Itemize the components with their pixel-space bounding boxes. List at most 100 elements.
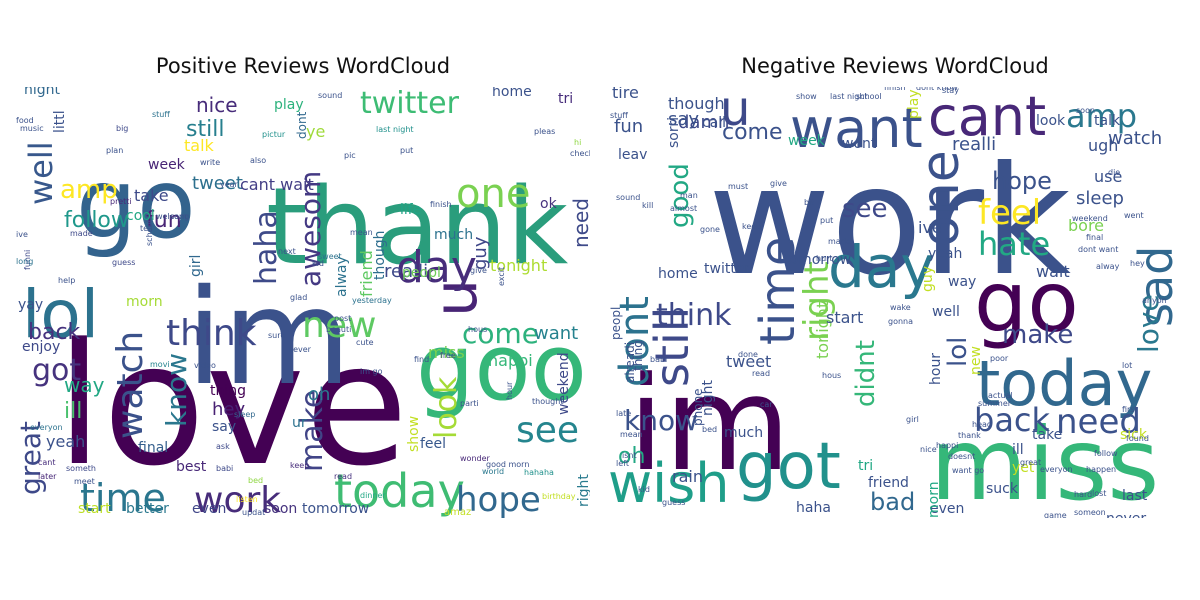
word-awesom: awesom xyxy=(294,171,327,287)
word-wake: wake xyxy=(890,303,911,312)
word-much: much xyxy=(434,227,473,243)
word-play: play xyxy=(906,89,922,119)
word-sorri: sorri xyxy=(666,117,682,148)
word-im-go: im go xyxy=(360,367,383,376)
word-alway: alway xyxy=(334,256,350,297)
word-go: go xyxy=(76,148,196,260)
word-game: game xyxy=(1044,511,1067,518)
word-ask: ask xyxy=(216,442,230,451)
word-found: found xyxy=(1126,434,1149,443)
word-everyon: everyon xyxy=(30,423,63,432)
word-cute: cute xyxy=(356,338,374,347)
word-day: day xyxy=(396,242,477,293)
word-one: one xyxy=(911,150,971,247)
positive-panel: Positive Reviews WordCloud love im thank go… xyxy=(16,0,590,600)
word-great: great xyxy=(16,421,47,495)
word-dont: dont xyxy=(612,296,658,387)
word-cool: cool xyxy=(126,208,155,224)
word-im: im xyxy=(186,261,351,415)
word-ill: ill xyxy=(1012,442,1024,458)
word-week: week xyxy=(788,133,826,149)
word-mean: mean xyxy=(620,430,643,439)
word-sound: sound xyxy=(616,193,640,202)
word-suck: suck xyxy=(986,481,1019,497)
word-still: still xyxy=(645,307,699,387)
word-made: made xyxy=(828,237,851,246)
word-though: though xyxy=(372,230,388,280)
word-read: read xyxy=(752,369,770,378)
word-better: better xyxy=(126,501,169,517)
word-hope: hope xyxy=(456,480,541,518)
word-start: start xyxy=(78,501,111,517)
word-help: help xyxy=(58,276,75,285)
word-sure: sure xyxy=(268,331,285,340)
word-girl: girl xyxy=(906,415,919,424)
word-food: food xyxy=(16,116,34,125)
word-sound: sound xyxy=(318,91,342,100)
word-want-go: want go xyxy=(952,466,984,475)
word-night: night xyxy=(700,379,716,416)
word-lot: lot xyxy=(1122,361,1132,370)
word-music: music xyxy=(20,124,44,133)
word-write: write xyxy=(200,158,220,167)
word-alway: alway xyxy=(1096,262,1120,271)
word-time: time xyxy=(80,476,166,518)
word-good-morn: good morn xyxy=(486,460,529,469)
word-miss: miss xyxy=(428,343,465,362)
word-sweet: sweet xyxy=(318,252,342,261)
word-start: start xyxy=(826,308,863,327)
word-hi: hi xyxy=(574,138,581,147)
word-u: u xyxy=(421,279,491,317)
word-know: know xyxy=(160,353,193,427)
word-world: world xyxy=(482,467,504,476)
word-last-night: last night xyxy=(830,92,868,101)
word-left: left xyxy=(616,459,629,468)
word-see: see xyxy=(842,194,888,224)
word-leav: leav xyxy=(618,147,647,163)
word-need: need xyxy=(569,198,590,248)
word-pictur: pictur xyxy=(262,130,286,139)
word-life: life xyxy=(400,202,421,218)
word-make: make xyxy=(295,390,330,472)
word-great: great xyxy=(1020,458,1041,467)
word-tomorrow: tomorrow xyxy=(784,252,851,268)
word-bed: bed xyxy=(702,425,717,434)
word-enjoy: enjoy xyxy=(22,339,60,355)
word-kid: kid xyxy=(638,485,650,494)
word-poor: poor xyxy=(990,354,1009,363)
word-work: work xyxy=(708,135,1071,309)
word-soon: soon xyxy=(1076,106,1095,115)
word-check: check xyxy=(570,149,590,158)
word-gone: gone xyxy=(700,225,720,234)
word-good: good xyxy=(665,163,695,228)
word-look: look xyxy=(1036,113,1066,129)
word-talk: talk xyxy=(1094,113,1121,129)
word-lol: lol xyxy=(943,337,973,367)
word-amp: amp xyxy=(1066,97,1137,135)
word-ive: ive xyxy=(16,230,28,239)
word-ill: ill xyxy=(64,399,82,424)
word-friend: friend xyxy=(868,475,909,491)
word-ur: ur xyxy=(292,415,307,431)
word-amaz: amaz xyxy=(444,507,471,518)
word-thank: thank xyxy=(266,165,569,288)
word-see: see xyxy=(516,410,579,451)
word-way: way xyxy=(64,373,105,397)
word-sick: sick xyxy=(1120,427,1148,443)
word-dinner: dinner xyxy=(360,491,386,500)
word-cant: cant xyxy=(928,87,1046,148)
word-lol: lol xyxy=(22,276,99,353)
word-yet: yet xyxy=(1012,460,1035,476)
word-still: still xyxy=(186,117,224,142)
word-never: never xyxy=(288,345,312,354)
word-girl: girl xyxy=(188,255,204,277)
word-realli: realli xyxy=(952,134,996,155)
word-even: even xyxy=(192,501,226,517)
word-play: play xyxy=(274,97,304,113)
word-year: year xyxy=(220,180,239,189)
word-guy: guy xyxy=(470,236,491,270)
word-first: first xyxy=(1122,405,1138,414)
word-hahaha: hahaha xyxy=(524,468,554,477)
word-well: well xyxy=(932,304,960,320)
word-come: come xyxy=(462,317,539,350)
